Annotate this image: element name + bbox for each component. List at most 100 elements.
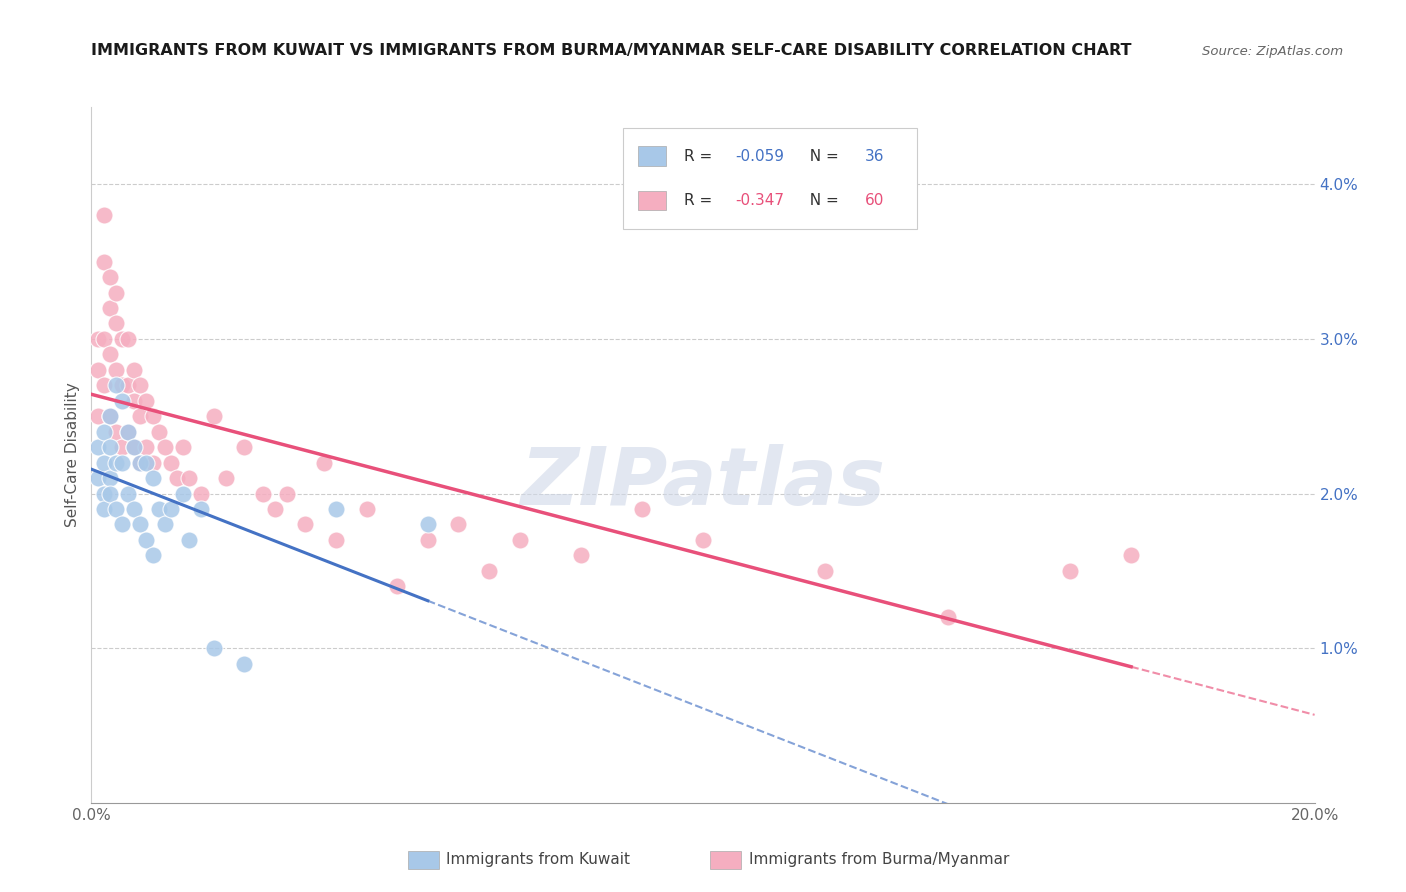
Point [104,502,127,516]
Point [117,378,139,392]
Point [117,425,139,439]
Point [312,456,335,470]
Point [416,533,439,547]
Point [86,332,108,346]
Point [215,471,238,485]
Point [129,456,152,470]
FancyBboxPatch shape [623,128,917,229]
Point [111,456,134,470]
Text: Immigrants from Burma/Myanmar: Immigrants from Burma/Myanmar [749,853,1010,867]
Point [447,517,470,532]
Point [294,517,316,532]
Text: R =: R = [683,193,717,208]
Text: -0.059: -0.059 [735,149,785,163]
Point [93,254,115,268]
Point [111,440,134,454]
Point [98,347,121,361]
Point [93,502,115,516]
Text: 36: 36 [865,149,884,163]
Point [202,641,225,656]
Point [179,471,201,485]
Point [179,533,201,547]
Point [276,486,298,500]
Point [104,378,127,392]
Point [141,456,163,470]
Point [160,456,183,470]
Point [141,549,163,563]
Point [153,440,176,454]
Point [93,378,115,392]
Point [93,486,115,500]
FancyBboxPatch shape [638,191,665,211]
Point [190,502,212,516]
Point [93,208,115,222]
Point [104,285,127,300]
Point [122,440,145,454]
Point [135,533,157,547]
Point [104,456,127,470]
Point [98,301,121,315]
Point [93,332,115,346]
Point [141,471,163,485]
Text: R =: R = [683,149,717,163]
Point [233,657,256,671]
Point [356,502,378,516]
Point [111,378,134,392]
Point [233,440,256,454]
Point [98,471,121,485]
Point [129,378,152,392]
Point [160,502,183,516]
Point [1121,549,1143,563]
Text: Source: ZipAtlas.com: Source: ZipAtlas.com [1202,45,1343,58]
Text: N =: N = [800,149,844,163]
Point [104,363,127,377]
Point [325,502,347,516]
Point [141,409,163,424]
Point [569,549,592,563]
Point [117,425,139,439]
Point [129,409,152,424]
Point [135,440,157,454]
Point [416,517,439,532]
Point [190,486,212,500]
Point [117,332,139,346]
Point [172,440,194,454]
Point [93,456,115,470]
Point [98,409,121,424]
Point [93,425,115,439]
Point [122,502,145,516]
Point [98,270,121,285]
Y-axis label: Self-Care Disability: Self-Care Disability [65,383,80,527]
Point [166,471,188,485]
Point [202,409,225,424]
Text: N =: N = [800,193,844,208]
Point [104,425,127,439]
Point [509,533,531,547]
Point [385,579,409,593]
Point [122,363,145,377]
Point [86,471,108,485]
Point [264,502,287,516]
Text: -0.347: -0.347 [735,193,785,208]
Point [129,456,152,470]
Point [692,533,714,547]
Point [148,502,170,516]
Point [478,564,501,578]
Point [135,393,157,408]
Point [936,610,959,624]
Point [129,517,152,532]
Point [1059,564,1081,578]
Point [86,440,108,454]
Point [111,332,134,346]
Point [252,486,274,500]
Point [122,393,145,408]
Text: Immigrants from Kuwait: Immigrants from Kuwait [446,853,630,867]
Text: ZIPatlas: ZIPatlas [520,443,886,522]
Point [135,456,157,470]
Point [104,317,127,331]
Point [325,533,347,547]
Text: IMMIGRANTS FROM KUWAIT VS IMMIGRANTS FROM BURMA/MYANMAR SELF-CARE DISABILITY COR: IMMIGRANTS FROM KUWAIT VS IMMIGRANTS FRO… [91,43,1132,58]
Point [98,486,121,500]
Point [111,517,134,532]
Point [86,363,108,377]
